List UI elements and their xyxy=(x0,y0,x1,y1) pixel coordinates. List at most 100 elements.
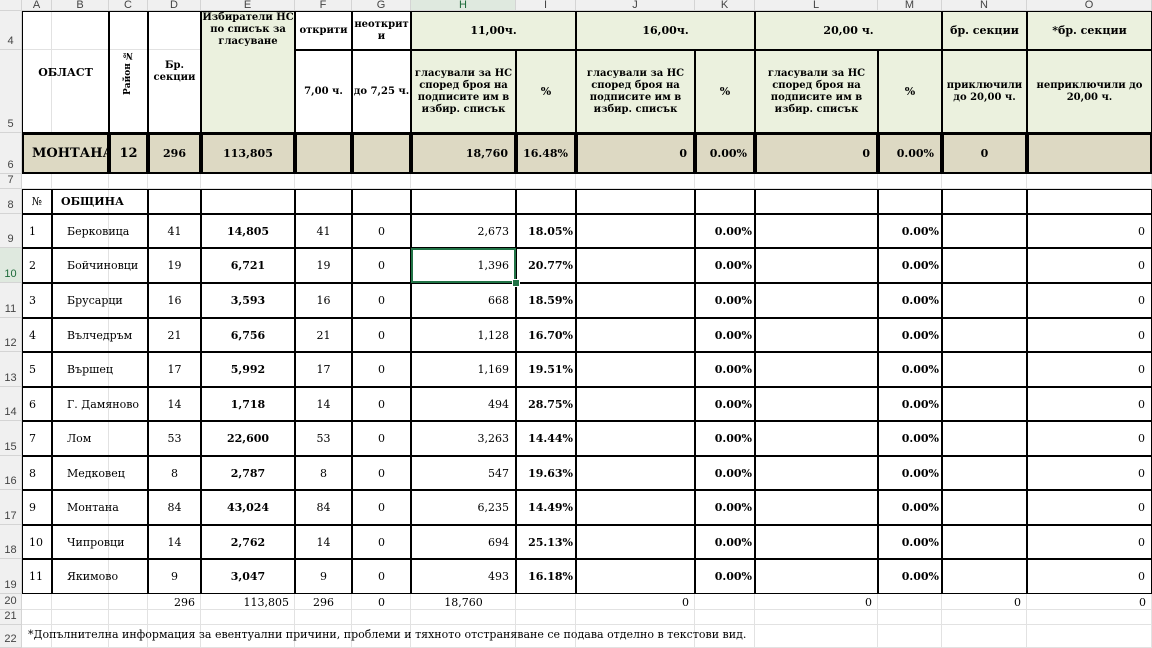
row-header-7[interactable]: 7 xyxy=(0,174,22,189)
grid-cell[interactable] xyxy=(755,610,878,625)
total-sekcii[interactable]: 296 xyxy=(174,595,195,609)
row-sekcii[interactable]: 21 xyxy=(148,318,201,352)
total-priklyuchili[interactable]: 0 xyxy=(1014,595,1021,609)
column-header-l[interactable]: L xyxy=(755,0,878,11)
row-otkriti[interactable]: 16 xyxy=(295,283,352,318)
grid-cell[interactable] xyxy=(22,11,52,50)
summary-priklyuchili[interactable]: 0 xyxy=(942,133,1027,174)
row-sekcii[interactable]: 14 xyxy=(148,387,201,421)
row-pct-20[interactable]: 0.00% xyxy=(878,214,942,248)
row-pct-11[interactable]: 14.49% xyxy=(516,490,576,525)
grid-cell[interactable] xyxy=(22,174,52,189)
row-izbirateli[interactable]: 1,718 xyxy=(201,387,295,421)
row-glasuvali-11[interactable]: 494 xyxy=(411,387,516,421)
summary-rayon[interactable]: 12 xyxy=(109,133,148,174)
row-neotkriti[interactable]: 0 xyxy=(352,214,411,248)
grid-cell[interactable] xyxy=(352,610,411,625)
row-nepriklyuchili[interactable]: 0 xyxy=(1027,525,1152,559)
row-glasuvali-11[interactable]: 2,673 xyxy=(411,214,516,248)
grid-cell[interactable] xyxy=(695,610,755,625)
row-glasuvali-11[interactable]: 668 xyxy=(411,283,516,318)
row-pct-16[interactable]: 0.00% xyxy=(695,283,755,318)
row-nepriklyuchili[interactable]: 0 xyxy=(1027,421,1152,456)
grid-cell[interactable] xyxy=(109,174,148,189)
grid-cell[interactable] xyxy=(52,610,109,625)
row-otkriti[interactable]: 21 xyxy=(295,318,352,352)
row-glasuvali-16[interactable] xyxy=(576,421,695,456)
grid-cell[interactable] xyxy=(295,174,352,189)
row-sekcii[interactable]: 84 xyxy=(148,490,201,525)
header-br-sekcii[interactable]: Бр. секции xyxy=(148,11,201,133)
row-pct-16[interactable]: 0.00% xyxy=(695,559,755,594)
column-header-a[interactable]: A xyxy=(22,0,52,11)
row-num[interactable]: 2 xyxy=(22,248,52,283)
row-glasuvali-20[interactable] xyxy=(755,387,878,421)
row-sekcii[interactable]: 53 xyxy=(148,421,201,456)
grid-cell[interactable] xyxy=(109,594,148,610)
row-pct-16[interactable]: 0.00% xyxy=(695,387,755,421)
summary-nepriklyuchili[interactable] xyxy=(1027,133,1152,174)
row-pct-16[interactable]: 0.00% xyxy=(695,318,755,352)
summary-sekcii[interactable]: 296 xyxy=(148,133,201,174)
grid-cell[interactable] xyxy=(576,594,695,610)
grid-cell[interactable] xyxy=(695,594,755,610)
selection-fill-handle[interactable] xyxy=(512,279,520,287)
row-pct-16[interactable]: 0.00% xyxy=(695,525,755,559)
grid-cell[interactable] xyxy=(411,594,516,610)
row-nepriklyuchili[interactable]: 0 xyxy=(1027,559,1152,594)
row-num[interactable]: 6 xyxy=(22,387,52,421)
row-header-9[interactable]: 9 xyxy=(0,214,22,248)
row-glasuvali-16[interactable] xyxy=(576,456,695,490)
row-nepriklyuchili[interactable]: 0 xyxy=(1027,352,1152,387)
row-glasuvali-11[interactable]: 6,235 xyxy=(411,490,516,525)
grid-cell[interactable] xyxy=(878,610,942,625)
list-header-blank[interactable] xyxy=(201,189,295,214)
row-izbirateli[interactable]: 3,593 xyxy=(201,283,295,318)
header-time-16[interactable]: 16,00ч. xyxy=(576,11,755,50)
row-neotkriti[interactable]: 0 xyxy=(352,248,411,283)
row-otkriti[interactable]: 9 xyxy=(295,559,352,594)
row-otkriti[interactable]: 17 xyxy=(295,352,352,387)
grid-cell[interactable] xyxy=(148,594,201,610)
header-pct-16[interactable]: % xyxy=(695,50,755,133)
header-time-20[interactable]: 20,00 ч. xyxy=(755,11,942,50)
grid-cell[interactable] xyxy=(516,174,576,189)
row-num[interactable]: 11 xyxy=(22,559,52,594)
row-pct-11[interactable]: 19.63% xyxy=(516,456,576,490)
row-header-20[interactable]: 20 xyxy=(0,594,22,610)
row-num[interactable]: 7 xyxy=(22,421,52,456)
grid-cell[interactable] xyxy=(52,594,109,610)
list-header-num[interactable]: № xyxy=(22,189,52,214)
row-obshtina[interactable]: Бойчиновци xyxy=(52,248,148,283)
grid-cell[interactable] xyxy=(1027,610,1152,625)
row-glasuvali-11[interactable]: 547 xyxy=(411,456,516,490)
row-num[interactable]: 10 xyxy=(22,525,52,559)
header-time-11[interactable]: 11,00ч. xyxy=(411,11,576,50)
row-pct-20[interactable]: 0.00% xyxy=(878,525,942,559)
list-header-blank[interactable] xyxy=(295,189,352,214)
list-header-blank[interactable] xyxy=(148,189,201,214)
grid-cell[interactable] xyxy=(201,594,295,610)
list-header-blank[interactable] xyxy=(352,189,411,214)
row-priklyuchili[interactable] xyxy=(942,490,1027,525)
grid-cell[interactable] xyxy=(22,610,52,625)
row-izbirateli[interactable]: 5,992 xyxy=(201,352,295,387)
row-glasuvali-11[interactable]: 1,396 xyxy=(411,248,516,283)
row-otkriti[interactable]: 19 xyxy=(295,248,352,283)
grid-cell[interactable] xyxy=(695,174,755,189)
row-nepriklyuchili[interactable]: 0 xyxy=(1027,456,1152,490)
row-izbirateli[interactable]: 2,787 xyxy=(201,456,295,490)
row-otkriti[interactable]: 8 xyxy=(295,456,352,490)
row-obshtina[interactable]: Чипровци xyxy=(52,525,148,559)
row-neotkriti[interactable]: 0 xyxy=(352,352,411,387)
list-header-blank[interactable] xyxy=(1027,189,1152,214)
grid-cell[interactable] xyxy=(109,610,148,625)
grid-cell[interactable] xyxy=(878,594,942,610)
row-izbirateli[interactable]: 6,721 xyxy=(201,248,295,283)
row-priklyuchili[interactable] xyxy=(942,421,1027,456)
list-header-blank[interactable] xyxy=(695,189,755,214)
row-neotkriti[interactable]: 0 xyxy=(352,525,411,559)
grid-cell[interactable] xyxy=(942,610,1027,625)
grid-cell[interactable] xyxy=(516,610,576,625)
row-glasuvali-16[interactable] xyxy=(576,525,695,559)
